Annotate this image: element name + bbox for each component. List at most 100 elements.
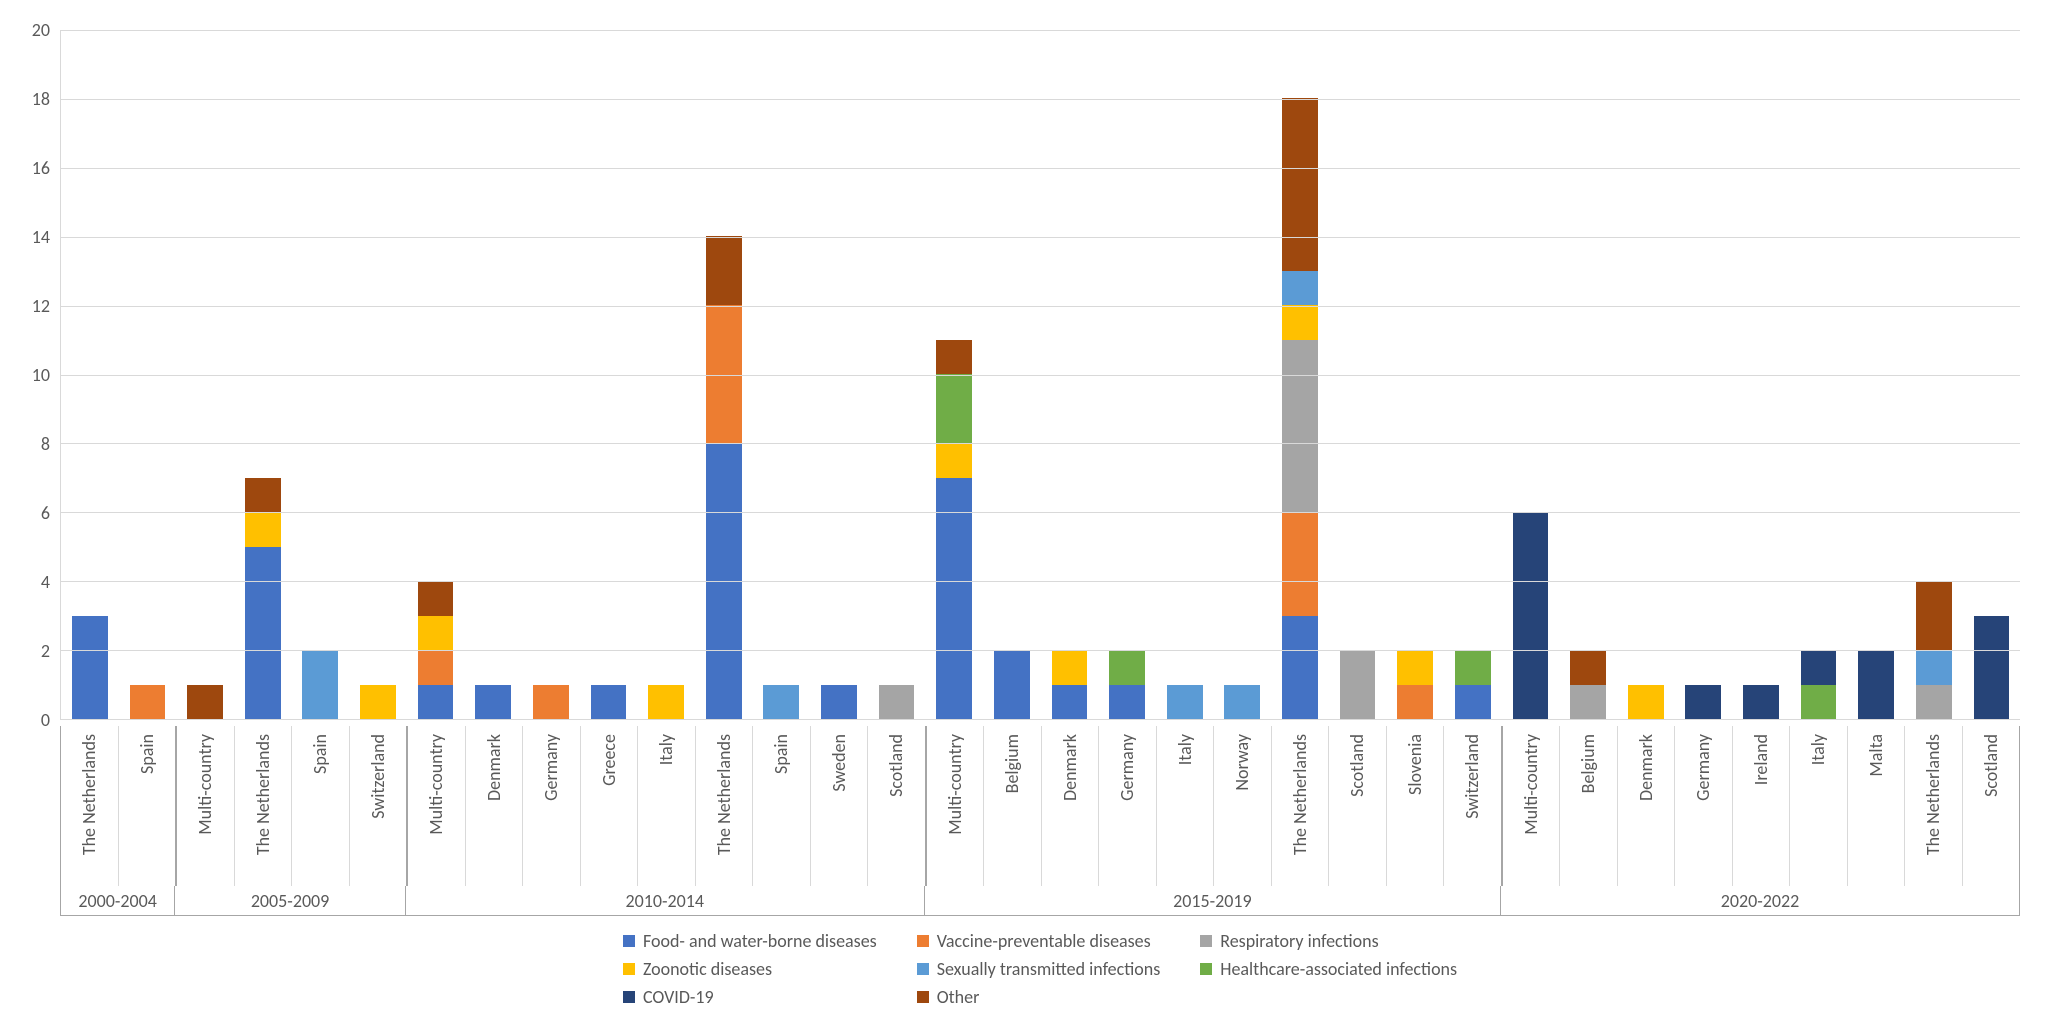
bar xyxy=(187,685,223,720)
x-label-cell: Greece xyxy=(581,726,639,886)
bar-segment-zoo xyxy=(1282,305,1318,340)
y-tick-label: 2 xyxy=(41,640,50,662)
y-tick-label: 16 xyxy=(32,157,50,179)
bar xyxy=(879,685,915,720)
legend-item: Respiratory infections xyxy=(1200,930,1457,952)
x-category-labels: The NetherlandsSpainMulti-countryThe Net… xyxy=(60,726,2020,886)
x-group-labels: 2000-20042005-20092010-20142015-20192020… xyxy=(60,886,2020,916)
x-label-cell: The Netherlands xyxy=(1905,726,1963,886)
legend-label: Food- and water-borne diseases xyxy=(643,930,877,952)
bar-segment-other xyxy=(418,581,454,616)
bar xyxy=(1340,650,1376,719)
x-category-label: Ireland xyxy=(1750,730,1772,785)
bar-segment-hai xyxy=(936,374,972,443)
plot-area xyxy=(60,30,2020,720)
bar xyxy=(1397,650,1433,719)
gridline xyxy=(61,443,2020,444)
bar-segment-food xyxy=(821,685,857,720)
bar xyxy=(1052,650,1088,719)
x-label-cell: Germany xyxy=(523,726,581,886)
bar xyxy=(1167,685,1203,720)
x-label-cell: The Netherlands xyxy=(696,726,754,886)
bar xyxy=(1224,685,1260,720)
bar xyxy=(302,650,338,719)
x-label-cell: Belgium xyxy=(1560,726,1618,886)
gridline xyxy=(61,375,2020,376)
legend-label: Vaccine-preventable diseases xyxy=(937,930,1151,952)
legend-label: Respiratory infections xyxy=(1220,930,1378,952)
bar-segment-covid xyxy=(1974,616,2010,720)
bar xyxy=(648,685,684,720)
legend-swatch xyxy=(623,935,635,947)
bar xyxy=(1109,650,1145,719)
bar-segment-food xyxy=(418,685,454,720)
y-tick-label: 4 xyxy=(41,571,50,593)
legend-swatch xyxy=(623,963,635,975)
x-label-cell: Denmark xyxy=(1042,726,1100,886)
bar-segment-other xyxy=(245,478,281,513)
gridline xyxy=(61,512,2020,513)
legend-label: Other xyxy=(937,986,980,1008)
x-axis: The NetherlandsSpainMulti-countryThe Net… xyxy=(60,720,2020,930)
y-tick-label: 6 xyxy=(41,502,50,524)
x-category-label: Denmark xyxy=(1635,730,1657,801)
legend-item: Zoonotic diseases xyxy=(623,958,877,980)
bar-segment-food xyxy=(1052,685,1088,720)
bar xyxy=(1858,650,1894,719)
bar xyxy=(821,685,857,720)
bar-segment-zoo xyxy=(418,616,454,651)
x-group-label: 2005-2009 xyxy=(175,886,406,916)
x-category-label: Denmark xyxy=(1059,730,1081,801)
bar xyxy=(1974,616,2010,720)
bar-segment-hai xyxy=(1109,650,1145,685)
legend-swatch xyxy=(917,935,929,947)
legend-label: Healthcare-associated infections xyxy=(1220,958,1457,980)
gridline xyxy=(61,237,2020,238)
bar-segment-sti xyxy=(1916,650,1952,685)
bar-segment-sti xyxy=(763,685,799,720)
bar-segment-food xyxy=(591,685,627,720)
bar-segment-zoo xyxy=(1052,650,1088,685)
x-label-cell: Multi-country xyxy=(176,726,235,886)
bar xyxy=(130,685,166,720)
bar-segment-sti xyxy=(1224,685,1260,720)
x-category-label: Germany xyxy=(1116,730,1138,801)
bar xyxy=(1570,650,1606,719)
bar-segment-resp xyxy=(1916,685,1952,720)
y-tick-label: 0 xyxy=(41,709,50,731)
bar xyxy=(533,685,569,720)
bar-segment-food xyxy=(1455,685,1491,720)
x-label-cell: The Netherlands xyxy=(235,726,293,886)
x-label-cell: Norway xyxy=(1214,726,1272,886)
bar-segment-food xyxy=(475,685,511,720)
bar-segment-other xyxy=(1916,581,1952,650)
bar-segment-food xyxy=(72,616,108,720)
x-label-cell: Switzerland xyxy=(350,726,408,886)
x-category-label: The Netherlands xyxy=(1922,730,1944,855)
y-tick-label: 18 xyxy=(32,88,50,110)
bar-segment-sti xyxy=(1167,685,1203,720)
x-category-label: Italy xyxy=(655,730,677,765)
x-category-label: Belgium xyxy=(1577,730,1599,793)
bar-segment-sti xyxy=(302,650,338,719)
bar-segment-other xyxy=(706,236,742,305)
x-category-label: The Netherlands xyxy=(78,730,100,855)
x-category-label: Italy xyxy=(1807,730,1829,765)
bar xyxy=(763,685,799,720)
bar xyxy=(360,685,396,720)
legend-item: Food- and water-borne diseases xyxy=(623,930,877,952)
bar-segment-other xyxy=(1282,98,1318,271)
gridline xyxy=(61,168,2020,169)
x-category-label: Spain xyxy=(136,730,158,774)
bar-segment-sti xyxy=(1282,271,1318,306)
x-label-cell: Italy xyxy=(638,726,696,886)
bar xyxy=(1282,98,1318,719)
bar-segment-resp xyxy=(1282,340,1318,513)
x-category-label: Multi-country xyxy=(425,730,447,835)
legend-item: Other xyxy=(917,986,1161,1008)
x-category-label: Germany xyxy=(1692,730,1714,801)
legend: Food- and water-borne diseases Vaccine-pr… xyxy=(60,930,2020,1008)
bar xyxy=(1801,650,1837,719)
x-category-label: Switzerland xyxy=(1461,730,1483,819)
bar-segment-hai xyxy=(1455,650,1491,685)
